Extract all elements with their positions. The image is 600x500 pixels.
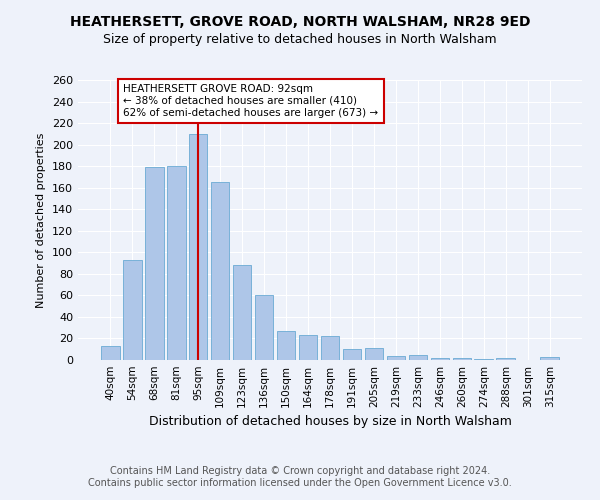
Bar xyxy=(145,167,164,360)
Bar xyxy=(277,331,295,360)
Bar xyxy=(211,182,229,360)
Bar xyxy=(496,358,515,360)
Text: Contains public sector information licensed under the Open Government Licence v3: Contains public sector information licen… xyxy=(88,478,512,488)
Bar xyxy=(123,260,142,360)
Bar xyxy=(343,349,361,360)
Text: HEATHERSETT GROVE ROAD: 92sqm
← 38% of detached houses are smaller (410)
62% of : HEATHERSETT GROVE ROAD: 92sqm ← 38% of d… xyxy=(124,84,379,117)
Bar xyxy=(189,134,208,360)
Bar xyxy=(541,357,559,360)
Text: Size of property relative to detached houses in North Walsham: Size of property relative to detached ho… xyxy=(103,32,497,46)
Bar xyxy=(233,265,251,360)
Y-axis label: Number of detached properties: Number of detached properties xyxy=(37,132,46,308)
Bar xyxy=(409,354,427,360)
Bar xyxy=(386,356,405,360)
Bar xyxy=(167,166,185,360)
Text: Contains HM Land Registry data © Crown copyright and database right 2024.: Contains HM Land Registry data © Crown c… xyxy=(110,466,490,476)
Bar xyxy=(255,296,274,360)
Bar xyxy=(431,358,449,360)
X-axis label: Distribution of detached houses by size in North Walsham: Distribution of detached houses by size … xyxy=(149,416,511,428)
Bar xyxy=(452,358,471,360)
Text: HEATHERSETT, GROVE ROAD, NORTH WALSHAM, NR28 9ED: HEATHERSETT, GROVE ROAD, NORTH WALSHAM, … xyxy=(70,15,530,29)
Bar xyxy=(365,348,383,360)
Bar xyxy=(101,346,119,360)
Bar xyxy=(320,336,340,360)
Bar xyxy=(299,335,317,360)
Bar xyxy=(475,359,493,360)
